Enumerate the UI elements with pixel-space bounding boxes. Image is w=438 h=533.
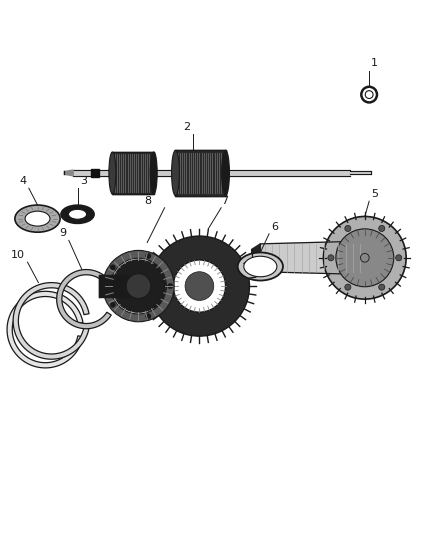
Circle shape — [110, 265, 115, 270]
Circle shape — [345, 284, 351, 290]
Text: 5: 5 — [371, 189, 378, 199]
Text: 7: 7 — [221, 196, 228, 206]
Ellipse shape — [109, 152, 116, 194]
Bar — [113, 152, 154, 194]
Ellipse shape — [222, 150, 230, 196]
Circle shape — [110, 302, 115, 308]
Circle shape — [323, 216, 406, 299]
Circle shape — [146, 314, 151, 319]
Bar — [176, 150, 226, 196]
Polygon shape — [91, 169, 99, 177]
Text: 9: 9 — [60, 228, 67, 238]
Text: 3: 3 — [80, 176, 87, 186]
Text: 10: 10 — [11, 250, 25, 260]
Text: 2: 2 — [184, 122, 191, 132]
Ellipse shape — [172, 150, 180, 196]
Polygon shape — [252, 244, 260, 272]
Polygon shape — [57, 270, 111, 329]
Circle shape — [328, 255, 334, 261]
Polygon shape — [64, 170, 73, 176]
Polygon shape — [176, 150, 226, 196]
Circle shape — [379, 225, 385, 231]
Circle shape — [379, 284, 385, 290]
Circle shape — [168, 284, 173, 289]
Ellipse shape — [238, 253, 283, 280]
Circle shape — [146, 253, 151, 259]
Circle shape — [345, 225, 351, 231]
Polygon shape — [113, 152, 154, 194]
Ellipse shape — [25, 211, 50, 226]
Text: 1: 1 — [371, 59, 378, 68]
Polygon shape — [99, 275, 131, 297]
Ellipse shape — [61, 205, 94, 223]
Circle shape — [396, 255, 402, 261]
Ellipse shape — [150, 152, 157, 194]
Ellipse shape — [15, 205, 60, 232]
Text: 6: 6 — [271, 222, 278, 232]
Circle shape — [336, 229, 394, 287]
Polygon shape — [7, 292, 83, 368]
Circle shape — [360, 254, 369, 262]
Wedge shape — [113, 260, 165, 312]
Circle shape — [126, 274, 151, 298]
Polygon shape — [13, 282, 89, 359]
Ellipse shape — [244, 256, 277, 277]
Wedge shape — [103, 251, 174, 322]
Circle shape — [185, 272, 214, 301]
Text: 8: 8 — [145, 196, 152, 206]
Wedge shape — [149, 236, 250, 336]
Polygon shape — [260, 241, 365, 274]
Ellipse shape — [68, 209, 87, 219]
Text: 4: 4 — [20, 176, 27, 186]
